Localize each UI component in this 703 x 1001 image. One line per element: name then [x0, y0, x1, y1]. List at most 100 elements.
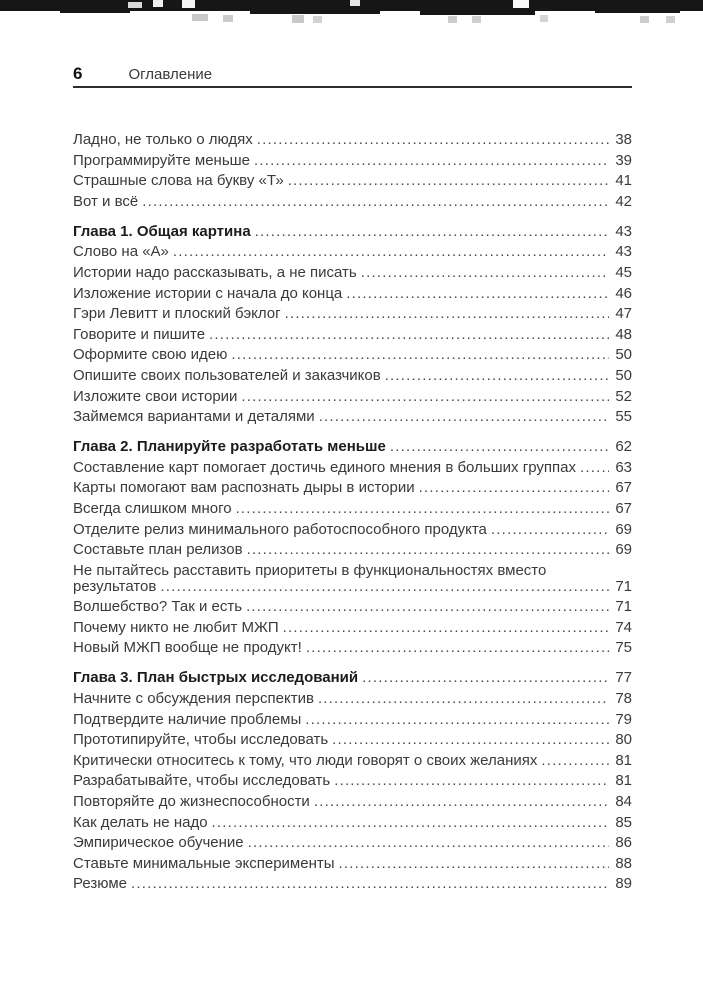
toc-page-number: 69: [615, 520, 632, 538]
toc-entry-label: Оформите свою идею: [73, 346, 228, 364]
toc-entry-row: Программируйте меньше...................…: [73, 151, 632, 169]
toc-entry-row: Прототипируйте, чтобы исследовать.......…: [73, 732, 632, 748]
toc-entry-row: Займемся вариантами и деталями..........…: [73, 409, 632, 425]
leader-dots: ........................................…: [235, 500, 609, 517]
toc-page-number: 45: [615, 263, 632, 281]
toc-entry-label: Карты помогают вам распознать дыры в ист…: [73, 479, 415, 497]
leader-dots: ........................................…: [247, 835, 609, 852]
scan-speckle: [350, 0, 360, 6]
toc-entry-row: Вот и всё...............................…: [73, 193, 632, 210]
toc-page-number: 39: [615, 151, 632, 169]
scan-speckle: [223, 15, 233, 22]
toc-page-number: 52: [615, 387, 632, 405]
toc-page-number: 41: [615, 172, 632, 190]
scan-speckle: [192, 14, 208, 21]
toc-entry-label: Опишите своих пользователей и заказчиков: [73, 366, 381, 384]
leader-dots: ........................................…: [211, 814, 609, 831]
leader-dots: ........................................…: [490, 521, 609, 538]
toc-entry-row: Гэри Левитт и плоский бэклог............…: [73, 306, 632, 322]
toc-page-number: 86: [615, 834, 632, 852]
leader-dots: ........................................…: [362, 670, 609, 687]
toc-page-number: 46: [615, 284, 632, 302]
leader-dots: ........................................…: [541, 752, 609, 769]
toc-page-number: 78: [615, 690, 632, 708]
running-title: Оглавление: [128, 66, 213, 83]
toc-page-number: 81: [615, 751, 632, 769]
toc-entry-row: Новый МЖП вообще не продукт!............…: [73, 640, 632, 656]
toc-entry-label: Разрабатывайте, чтобы исследовать: [73, 772, 331, 790]
toc-entry-label: Отделите релиз минимального работоспособ…: [73, 520, 487, 538]
scan-speckle: [513, 0, 529, 8]
toc-page-number: 50: [615, 346, 632, 364]
toc-page-number: 81: [615, 772, 632, 790]
toc-entry-label: Ладно, не только о людях: [73, 131, 253, 148]
scan-speckle: [313, 16, 322, 23]
toc-chapter-label: Глава 1. Общая картина: [73, 222, 251, 240]
toc-entry-label: Гэри Левитт и плоский бэклог: [73, 305, 281, 323]
toc-entry-label: Составление карт помогает достичь единог…: [73, 458, 576, 476]
leader-dots: ........................................…: [130, 876, 609, 893]
toc-entry-row: Начните с обсуждения перспектив.........…: [73, 691, 632, 707]
toc-entry-label: результатов: [73, 577, 157, 595]
toc-page-number: 71: [615, 577, 632, 595]
toc-page-number: 89: [615, 875, 632, 893]
toc-entry-row: Страшные слова на букву «Т».............…: [73, 173, 632, 189]
toc-entry-label: Займемся вариантами и деталями: [73, 408, 315, 426]
toc-chapter-row: Глава 3. План быстрых исследований......…: [73, 670, 632, 686]
scan-speckle: [666, 16, 675, 23]
scan-speckle: [128, 2, 142, 8]
toc-entry-label: Новый МЖП вообще не продукт!: [73, 639, 302, 657]
toc-entry-label: Начните с обсуждения перспектив: [73, 690, 314, 708]
scan-speckle: [640, 16, 649, 23]
leader-dots: ........................................…: [346, 285, 609, 302]
toc-chapter-row: Глава 2. Планируйте разработать меньше..…: [73, 439, 632, 455]
toc-entry-label: Всегда слишком много: [73, 499, 232, 517]
leader-dots: ........................................…: [418, 480, 609, 497]
toc-entry-row: Повторяйте до жизнеспособности..........…: [73, 794, 632, 810]
leader-dots: ........................................…: [305, 711, 609, 728]
toc-chapter-row: Глава 1. Общая картина..................…: [73, 222, 632, 240]
leader-dots: ........................................…: [318, 409, 609, 426]
leader-dots: ........................................…: [254, 223, 609, 240]
toc-page-number: 43: [615, 243, 632, 261]
page-header: 6 Оглавление: [73, 64, 632, 84]
toc-entry-row: Карты помогают вам распознать дыры в ист…: [73, 480, 632, 496]
toc-entry-row: Оформите свою идею......................…: [73, 347, 632, 363]
page-number: 6: [73, 64, 83, 83]
scan-speckle: [182, 0, 195, 8]
toc-entry-row: результатов.............................…: [73, 577, 632, 595]
scan-edge-lump: [420, 0, 535, 15]
toc-entry-label: Страшные слова на букву «Т»: [73, 172, 284, 190]
toc-entry-label: Критически относитесь к тому, что люди г…: [73, 751, 538, 769]
toc-entry-row: Критически относитесь к тому, что люди г…: [73, 751, 632, 769]
toc-entry-row: Изложение истории с начала до конца.....…: [73, 284, 632, 302]
leader-dots: ........................................…: [360, 264, 609, 281]
table-of-contents: Ладно, не только о людях................…: [73, 132, 632, 897]
toc-entry-label: Как делать не надо: [73, 813, 208, 831]
toc-chapter-label: Глава 3. План быстрых исследований: [73, 669, 359, 687]
toc-section: Ладно, не только о людях................…: [73, 132, 632, 210]
toc-entry-row: Ладно, не только о людях................…: [73, 132, 632, 148]
toc-entry-label: Прототипируйте, чтобы исследовать: [73, 731, 329, 749]
leader-dots: ........................................…: [384, 367, 609, 384]
toc-entry-label: Ставьте минимальные эксперименты: [73, 854, 335, 872]
leader-dots: ........................................…: [317, 691, 609, 708]
leader-dots: ........................................…: [284, 306, 609, 323]
header-rule: [73, 86, 632, 88]
toc-entry-row: Разрабатывайте, чтобы исследовать.......…: [73, 773, 632, 789]
leader-dots: ........................................…: [579, 459, 609, 476]
toc-page-number: 63: [615, 458, 632, 476]
toc-entry-label: Подтвердите наличие проблемы: [73, 710, 302, 728]
toc-entry-row: Ставьте минимальные эксперименты........…: [73, 854, 632, 872]
toc-entry-label: Повторяйте до жизнеспособности: [73, 793, 310, 811]
scan-speckle: [472, 16, 481, 23]
toc-page-number: 69: [615, 541, 632, 559]
leader-dots: ........................................…: [160, 578, 609, 595]
toc-page-number: 80: [615, 731, 632, 749]
toc-entry-row: Не пытайтесь расставить приоритеты в фун…: [73, 562, 632, 579]
toc-entry-row: Слово на «А»............................…: [73, 244, 632, 260]
toc-page-number: 62: [615, 438, 632, 456]
toc-page-number: 79: [615, 710, 632, 728]
toc-entry-row: Опишите своих пользователей и заказчиков…: [73, 366, 632, 384]
